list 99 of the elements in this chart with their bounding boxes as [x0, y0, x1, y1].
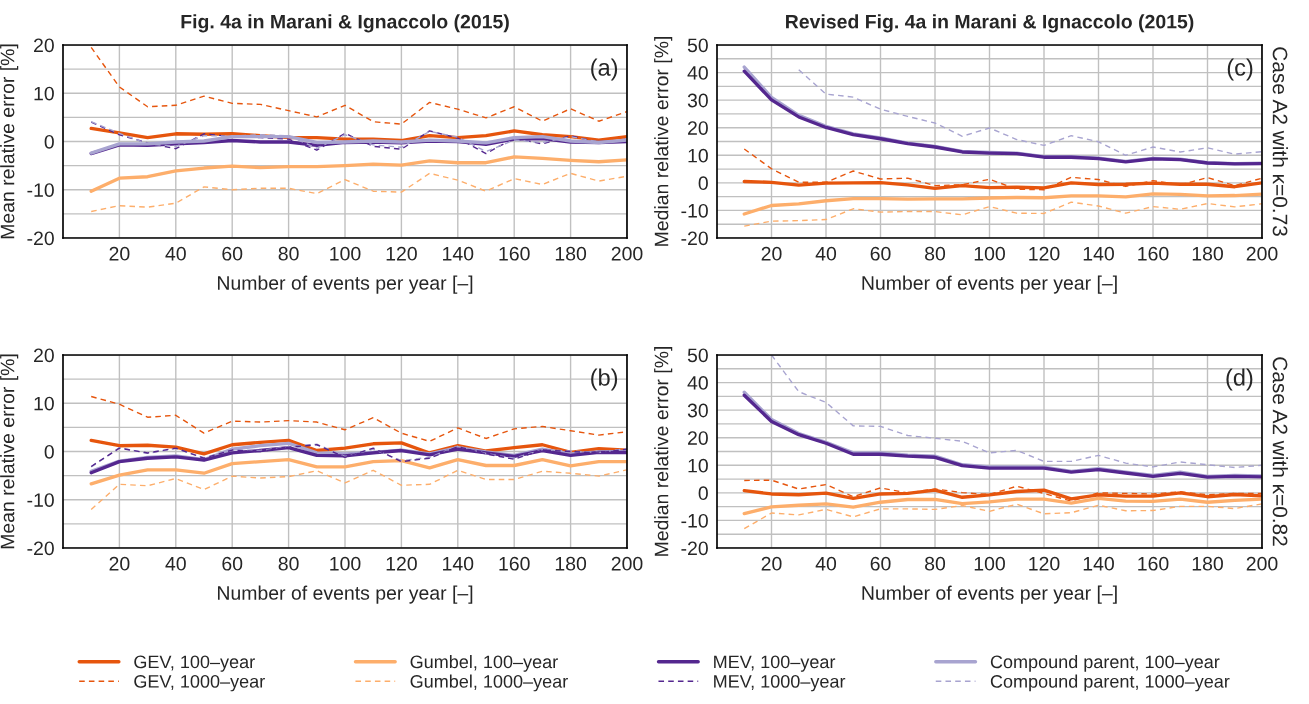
- x-tick-label: 80: [278, 246, 299, 261]
- y-tick-label: -20: [681, 231, 708, 246]
- x-tick-label: 100: [974, 246, 1005, 261]
- y-tick-label: -10: [27, 183, 54, 197]
- x-tick-label: 40: [165, 556, 186, 571]
- y-tick-label: -20: [27, 231, 54, 246]
- legend-label: Gumbel, 1000–year: [410, 674, 568, 692]
- chart-title: Revised Fig. 4a in Marani & Ignaccolo (2015): [786, 14, 1194, 33]
- line-series: [770, 355, 1262, 469]
- x-axis-title: Number of events per year [–]: [217, 585, 473, 604]
- x-tick-label: 120: [386, 556, 417, 571]
- line-series: [743, 201, 1262, 227]
- y-tick-label: -10: [27, 493, 54, 507]
- x-tick-label: 120: [386, 246, 417, 261]
- x-axis-title: Number of events per year [–]: [217, 275, 473, 294]
- y2-axis-title: Case A2 with κ=0.82: [1272, 357, 1288, 546]
- annotation: (c): [1227, 58, 1253, 81]
- x-tick-label: 80: [278, 556, 299, 571]
- x-tick-label: 160: [499, 556, 530, 571]
- y-axis-title: Median relative error [%]: [654, 346, 673, 556]
- x-tick-label: 180: [1192, 246, 1223, 261]
- x-tick-label: 180: [1192, 556, 1223, 571]
- x-tick-label: 60: [222, 246, 243, 261]
- x-tick-label: 160: [499, 246, 530, 261]
- y-tick-label: 0: [44, 444, 54, 459]
- y-tick-label: 20: [688, 431, 708, 445]
- x-tick-label: 60: [870, 556, 891, 571]
- legend-label: GEV, 100–year: [134, 655, 255, 672]
- x-tick-label: 80: [925, 246, 946, 261]
- x-tick-label: 140: [1083, 246, 1114, 261]
- x-axis-title: Number of events per year [–]: [862, 275, 1117, 294]
- y-tick-label: -10: [681, 513, 708, 528]
- x-axis-title: Number of events per year [–]: [862, 585, 1117, 604]
- line-series: [90, 469, 627, 511]
- y-tick-label: -20: [27, 541, 54, 556]
- line-series: [89, 458, 627, 486]
- y2-axis-title: Case A2 with κ=0.73: [1272, 47, 1288, 236]
- y-tick-label: -20: [681, 541, 708, 556]
- y-tick-label: 30: [687, 403, 708, 418]
- y-tick-label: -10: [681, 203, 708, 218]
- y-tick-label: 50: [687, 38, 708, 53]
- x-tick-label: 20: [109, 246, 130, 261]
- x-tick-label: 120: [1029, 556, 1060, 571]
- x-tick-label: 180: [555, 556, 587, 571]
- line-series: [90, 46, 627, 125]
- chart-title: Fig. 4a in Marani & Ignaccolo (2015): [181, 14, 509, 33]
- x-tick-label: 200: [1246, 556, 1278, 571]
- x-tick-label: 20: [109, 556, 130, 571]
- y-tick-label: 10: [688, 148, 708, 163]
- legend-label: Compound parent, 100–year: [990, 654, 1220, 672]
- line-series: [89, 155, 627, 193]
- x-tick-label: 40: [815, 556, 837, 571]
- x-tick-label: 100: [330, 556, 361, 571]
- x-tick-label: 60: [870, 246, 891, 261]
- x-tick-label: 200: [1246, 246, 1278, 261]
- legend-label: MEV, 1000–year: [714, 675, 846, 692]
- annotation: (a): [591, 58, 618, 81]
- legend-label: Compound parent, 1000–year: [990, 674, 1230, 692]
- legend-label: Gumbel, 100–year: [410, 654, 558, 672]
- x-tick-label: 160: [1138, 246, 1169, 261]
- y-tick-label: 20: [34, 348, 54, 363]
- y-tick-label: 20: [688, 121, 708, 135]
- x-tick-label: 60: [222, 556, 243, 571]
- x-tick-label: 100: [330, 246, 361, 261]
- x-tick-label: 100: [974, 556, 1005, 571]
- y-axis-title: Median relative error [%]: [654, 36, 673, 246]
- y-tick-label: 50: [687, 348, 708, 363]
- y-tick-label: 20: [34, 38, 54, 53]
- legend-label: MEV, 100–year: [714, 655, 836, 672]
- x-tick-label: 80: [925, 556, 946, 571]
- y-tick-label: 10: [688, 458, 708, 473]
- y-tick-label: 40: [687, 376, 708, 390]
- x-tick-label: 40: [815, 246, 837, 261]
- y-tick-label: 0: [698, 486, 708, 501]
- y-tick-label: 10: [34, 396, 54, 411]
- x-tick-label: 180: [555, 246, 587, 261]
- y-tick-label: 0: [698, 176, 708, 191]
- line-series: [90, 172, 627, 213]
- x-tick-label: 200: [611, 246, 643, 261]
- y-axis-title: Mean relative error [%]: [0, 44, 19, 239]
- annotation: (d): [1226, 368, 1253, 391]
- y-axis-title: Mean relative error [%]: [0, 354, 19, 549]
- line-series: [742, 192, 1262, 216]
- x-tick-label: 140: [443, 246, 474, 261]
- x-tick-label: 40: [165, 246, 186, 261]
- y-tick-label: 30: [687, 93, 708, 108]
- annotation: (b): [591, 368, 618, 391]
- line-series: [743, 148, 1262, 191]
- x-tick-label: 20: [761, 246, 782, 261]
- legend-label: GEV, 1000–year: [134, 675, 265, 692]
- x-tick-label: 140: [1083, 556, 1114, 571]
- x-tick-label: 160: [1138, 556, 1169, 571]
- y-tick-label: 0: [44, 134, 54, 149]
- x-tick-label: 20: [761, 556, 782, 571]
- x-tick-label: 200: [611, 556, 643, 571]
- y-tick-label: 10: [34, 86, 54, 101]
- y-tick-label: 40: [687, 66, 708, 80]
- x-tick-label: 120: [1029, 246, 1060, 261]
- x-tick-label: 140: [443, 556, 474, 571]
